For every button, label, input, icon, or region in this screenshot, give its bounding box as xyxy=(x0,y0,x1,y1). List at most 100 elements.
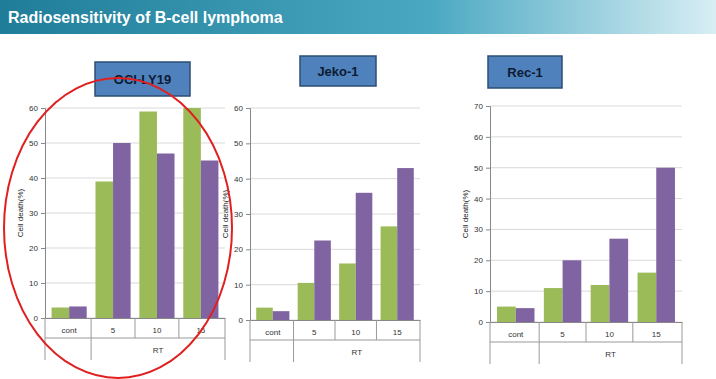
chart: OCI-LY190102030405060Cell death(%)cont51… xyxy=(16,62,226,360)
group-separator xyxy=(250,340,420,341)
bar xyxy=(356,193,373,320)
y-tick: 10 xyxy=(29,279,45,288)
x-tick-label: cont xyxy=(508,330,524,339)
bar xyxy=(314,241,331,321)
x-tick: 10 xyxy=(605,322,614,339)
y-tick-mark xyxy=(486,291,490,292)
y-tick-label: 0 xyxy=(479,318,484,327)
category-separator xyxy=(586,322,587,342)
category-separator xyxy=(225,318,226,360)
y-tick-mark xyxy=(41,213,45,214)
y-tick: 30 xyxy=(474,225,490,234)
y-tick: 10 xyxy=(474,287,490,296)
y-tick: 60 xyxy=(234,104,250,113)
y-tick-mark xyxy=(486,137,490,138)
bar xyxy=(544,288,563,322)
y-tick: 60 xyxy=(474,133,490,142)
y-tick-label: 70 xyxy=(474,102,483,111)
category-separator xyxy=(632,322,633,342)
bar xyxy=(139,112,157,319)
group-label: RT xyxy=(153,346,164,355)
x-tick-label: 5 xyxy=(111,326,116,335)
x-tick: 10 xyxy=(351,320,360,337)
group-separator xyxy=(490,342,682,343)
y-tick-mark xyxy=(486,168,490,169)
highlight-circle xyxy=(4,78,232,378)
y-tick-label: 20 xyxy=(234,245,243,254)
bar xyxy=(273,311,290,320)
x-tick-label: cont xyxy=(62,326,78,335)
y-axis-line xyxy=(246,109,251,321)
grid-line xyxy=(250,214,420,215)
x-tick-label: 10 xyxy=(152,326,161,335)
y-tick-mark xyxy=(486,260,490,261)
category-separator xyxy=(250,320,251,362)
bars xyxy=(497,168,675,322)
y-tick: 40 xyxy=(474,195,490,204)
category-separator xyxy=(376,320,377,340)
y-axis-title: Cell death(%) xyxy=(461,189,470,238)
y-axis-line xyxy=(486,107,491,323)
bar xyxy=(113,143,131,318)
bars xyxy=(256,168,414,320)
bar xyxy=(183,108,201,318)
y-tick-label: 60 xyxy=(474,133,483,142)
bar xyxy=(563,260,582,322)
x-tick-label: 5 xyxy=(560,330,565,339)
bar xyxy=(339,263,356,320)
y-tick-mark xyxy=(486,106,490,107)
x-tick: 5 xyxy=(312,320,317,337)
y-tick-mark xyxy=(246,143,250,144)
y-tick-mark xyxy=(41,248,45,249)
y-tick-label: 10 xyxy=(29,279,38,288)
y-axis-line xyxy=(41,109,46,319)
bar xyxy=(201,161,219,319)
y-tick-label: 30 xyxy=(29,209,38,218)
category-separator xyxy=(490,322,491,364)
bar xyxy=(69,306,87,318)
y-tick: 20 xyxy=(29,244,45,253)
category-separator xyxy=(178,318,179,338)
grid-line xyxy=(490,167,682,168)
chart-title: OCI-LY19 xyxy=(114,72,171,87)
category-separator xyxy=(45,318,46,360)
y-tick-mark xyxy=(41,108,45,109)
page-title: Radiosensitivity of B-cell lymphoma xyxy=(8,9,283,26)
y-tick-label: 60 xyxy=(29,104,38,113)
y-tick-mark xyxy=(41,143,45,144)
category-separator xyxy=(682,322,683,364)
category-separator xyxy=(420,320,421,362)
y-tick: 20 xyxy=(474,256,490,265)
y-tick-mark xyxy=(486,229,490,230)
grid-line xyxy=(250,143,420,144)
y-tick-label: 40 xyxy=(29,174,38,183)
chart-title: Jeko-1 xyxy=(317,64,358,79)
x-tick: 15 xyxy=(393,320,402,337)
y-tick-label: 10 xyxy=(474,287,483,296)
chart: Rec-1010203040506070Cell death(%)cont510… xyxy=(461,56,683,364)
x-tick: cont xyxy=(265,320,281,337)
y-tick-label: 20 xyxy=(474,256,483,265)
category-separator xyxy=(335,320,336,340)
bar xyxy=(656,168,675,322)
y-tick: 30 xyxy=(234,210,250,219)
x-tick: 5 xyxy=(111,318,116,335)
bar xyxy=(609,239,628,322)
x-tick-label: 10 xyxy=(605,330,614,339)
category-separator xyxy=(91,318,92,360)
y-axis-title: Cell death(%) xyxy=(16,188,25,237)
y-tick-label: 50 xyxy=(234,139,243,148)
grid-line xyxy=(490,106,682,107)
group-label: RT xyxy=(605,350,616,359)
category-separator xyxy=(293,320,294,362)
y-tick-label: 60 xyxy=(234,104,243,113)
chart-title: Rec-1 xyxy=(507,65,542,80)
x-tick-label: 15 xyxy=(652,330,661,339)
group-label: RT xyxy=(352,348,363,357)
y-tick-mark xyxy=(246,108,250,109)
grid-line xyxy=(490,229,682,230)
y-tick-label: 10 xyxy=(234,281,243,290)
header-bar xyxy=(0,0,716,34)
grid-line xyxy=(250,108,420,109)
y-tick-label: 40 xyxy=(474,195,483,204)
